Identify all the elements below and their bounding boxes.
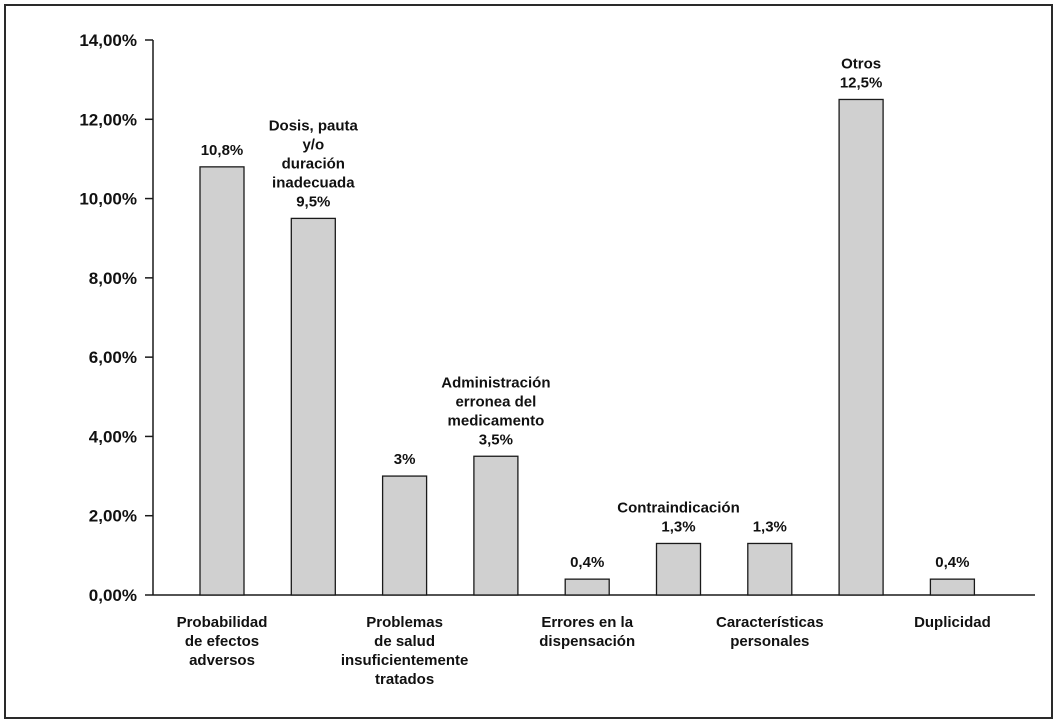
y-tick-label: 8,00% — [89, 269, 137, 288]
data-label: Administración erronea del medicamento 3,5% — [441, 374, 550, 448]
data-label: 1,3% — [753, 518, 787, 535]
data-label: Dosis, pauta y/o duración inadecuada 9,5% — [269, 117, 359, 210]
x-tick-label: Errores en la dispensación — [539, 614, 635, 650]
data-label: 10,8% — [201, 142, 244, 159]
y-tick-label: 4,00% — [89, 427, 137, 446]
bar — [381, 475, 428, 596]
y-tick-label: 14,00% — [79, 31, 137, 50]
data-label: Otros 12,5% — [840, 55, 883, 91]
x-tick-label: Problemas de salud insuficientemente tratad… — [341, 614, 469, 688]
bar — [747, 542, 793, 596]
bar — [199, 166, 245, 596]
x-tick-label: Probabilidad de efectos adversos — [177, 614, 268, 669]
x-tick-label: Duplicidad — [914, 614, 991, 631]
data-label: 0,4% — [570, 554, 604, 571]
bar — [655, 542, 702, 596]
bar — [929, 578, 976, 596]
bar — [838, 98, 884, 596]
data-label: 0,4% — [935, 554, 969, 571]
y-tick-label: 2,00% — [89, 507, 137, 526]
y-tick-label: 0,00% — [89, 586, 137, 605]
data-label: 3% — [394, 451, 416, 468]
y-tick-label: 6,00% — [89, 348, 137, 367]
bar — [290, 217, 336, 596]
data-label: Contraindicación 1,3% — [617, 499, 740, 535]
bar — [564, 578, 610, 596]
bar — [473, 455, 519, 596]
y-tick-label: 10,00% — [79, 190, 137, 209]
x-tick-label: Características personales — [716, 614, 824, 650]
y-tick-label: 12,00% — [79, 110, 137, 129]
